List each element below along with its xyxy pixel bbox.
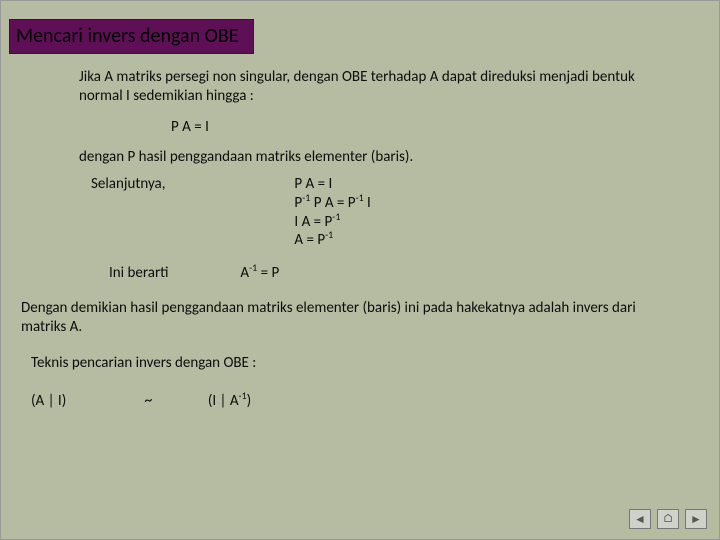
- slide-content: Jika A matriks persegi non singular, den…: [1, 68, 719, 411]
- conclusion-row: Ini berarti A-1 = P: [109, 264, 719, 283]
- transform-tilde: ~: [144, 391, 204, 411]
- paragraph-intro: Jika A matriks persegi non singular, den…: [79, 68, 639, 106]
- derivation-block: P A = I P-1 P A = P-1 I I A = P-1 A = P-…: [294, 175, 370, 250]
- nav-controls: ◄ ⌂ ►: [629, 509, 707, 529]
- derivation-line-4: A = P-1: [294, 231, 370, 250]
- transform-right: (I | A-1): [208, 392, 251, 411]
- paragraph-technique: Teknis pencarian invers dengan OBE :: [31, 354, 719, 373]
- nav-next-button[interactable]: ►: [685, 509, 707, 529]
- slide-title: Mencari invers dengan OBE: [10, 20, 253, 53]
- paragraph-summary: Dengan demikian hasil penggandaan matrik…: [21, 299, 681, 337]
- paragraph-p-desc: dengan P hasil penggandaan matriks eleme…: [79, 148, 719, 167]
- slide-title-bar: Mencari invers dengan OBE: [9, 19, 254, 54]
- nav-home-button[interactable]: ⌂: [657, 509, 679, 529]
- selanjutnya-label: Selanjutnya,: [91, 175, 291, 194]
- transform-row: (A | I) ~ (I | A-1): [31, 391, 719, 411]
- ini-berarti-label: Ini berarti: [109, 264, 237, 283]
- equation-pa-eq-i: P A = I: [171, 118, 719, 137]
- nav-prev-button[interactable]: ◄: [629, 509, 651, 529]
- conclusion-equation: A-1 = P: [240, 264, 279, 282]
- derivation-row: Selanjutnya, P A = I P-1 P A = P-1 I I A…: [91, 175, 719, 250]
- arrow-right-icon: ►: [690, 512, 702, 527]
- transform-left: (A | I): [31, 392, 141, 411]
- arrow-left-icon: ◄: [634, 512, 646, 527]
- home-icon: ⌂: [663, 512, 674, 526]
